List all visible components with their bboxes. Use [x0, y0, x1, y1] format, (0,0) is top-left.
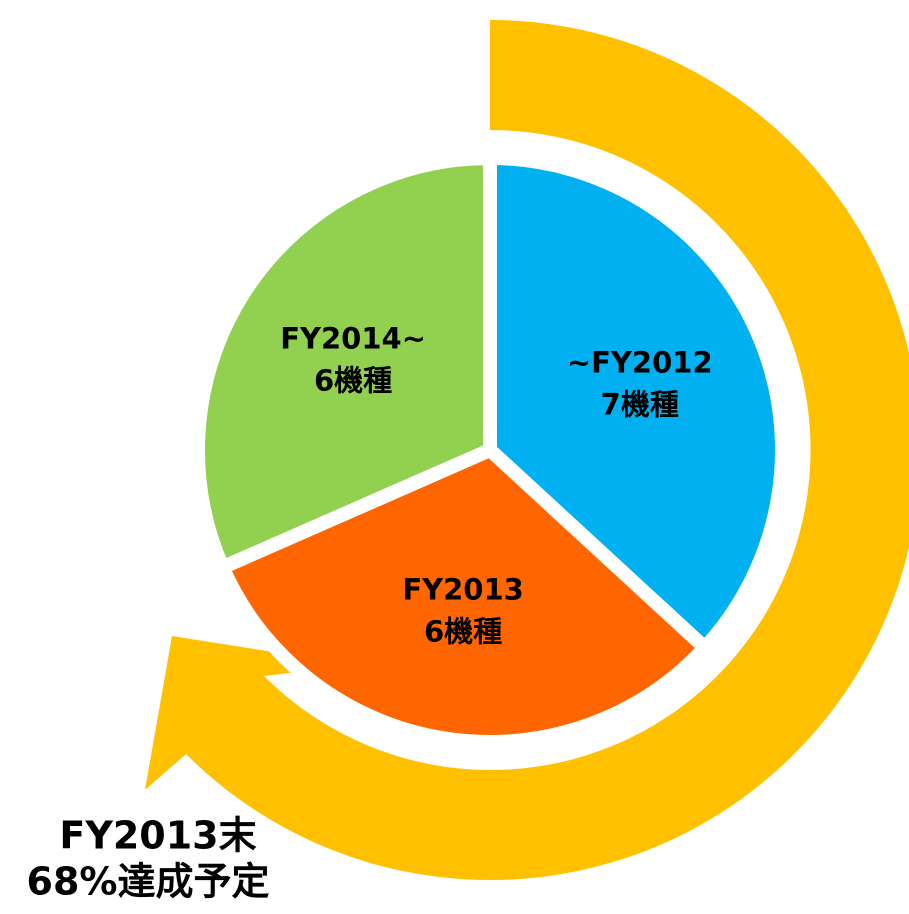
- annotation-line: FY2013末: [59, 814, 256, 858]
- slice-value-label: 7機種: [601, 387, 679, 421]
- slice-category: ~FY2012: [567, 345, 713, 379]
- slice-value-label: 6機種: [424, 614, 502, 648]
- pie: ~FY2012 7機種 FY2013 6機種 FY2014~ 6機種: [191, 151, 789, 749]
- slice-category: FY2013: [402, 572, 524, 606]
- pie-slice: [215, 443, 712, 749]
- annotation-line: 68%達成予定: [27, 860, 270, 904]
- pie-slice: [191, 151, 497, 575]
- pie-slice: [483, 151, 789, 655]
- slice-value-label: 6機種: [314, 364, 392, 398]
- slice-category: FY2014~: [280, 322, 426, 356]
